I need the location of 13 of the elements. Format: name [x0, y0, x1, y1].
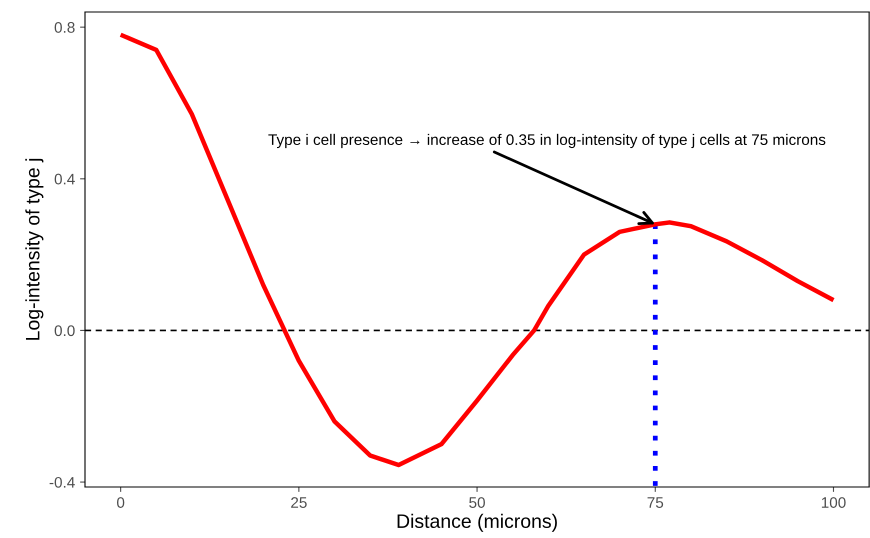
y-axis-title: Log-intensity of type j [25, 158, 44, 340]
x-axis-title: Distance (microns) [398, 514, 557, 532]
x-tick-label: 25 [291, 497, 307, 508]
x-tick-label: 0 [116, 497, 124, 508]
y-tick-label: -0.4 [50, 476, 75, 488]
x-tick-label: 50 [469, 497, 485, 508]
y-tick-label: 0.0 [54, 325, 75, 336]
y-tick-label: 0.4 [54, 174, 75, 184]
y-tick-label: 0.8 [54, 22, 75, 33]
annotation: Type i cell presence → increase of 0.35 in log-intensity of type j cells at 75 microns [268, 134, 826, 148]
line-series [118, 32, 836, 468]
x-tick-label: 75 [648, 497, 664, 508]
x-tick-label: 100 [822, 497, 846, 508]
